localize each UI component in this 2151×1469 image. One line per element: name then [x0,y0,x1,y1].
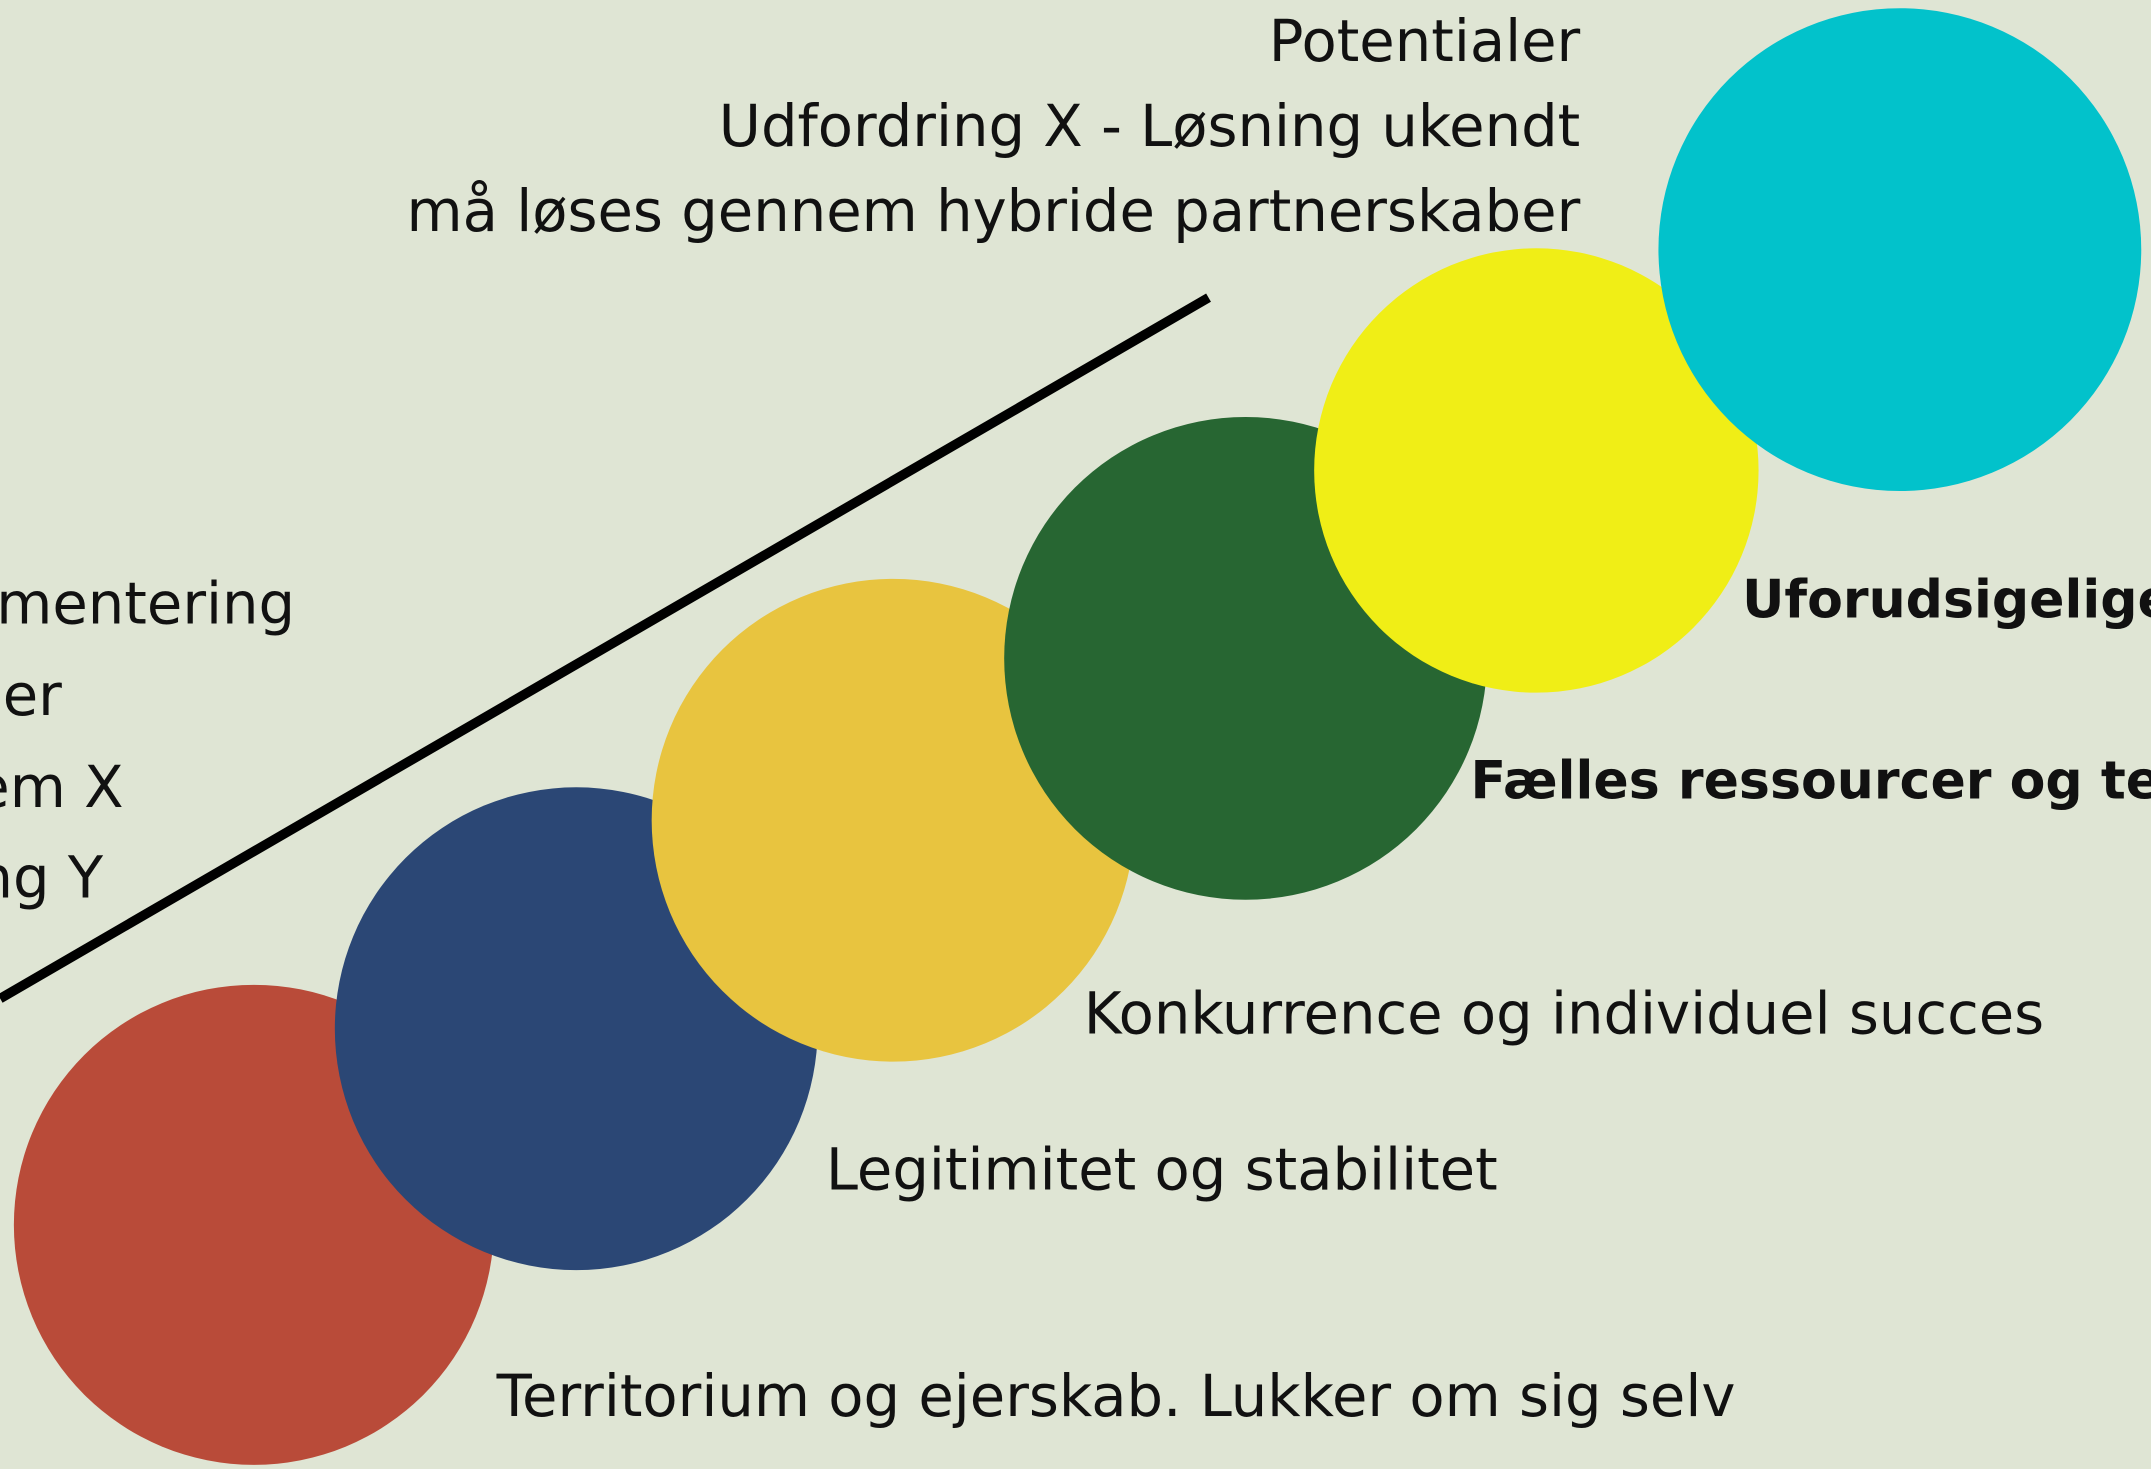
heading-line: Potentialer [1269,8,1581,75]
level-label: Territorium og ejerskab. Lukker om sig s… [496,1363,1736,1430]
left-line: ng Y [0,845,104,912]
left-line: mentering [0,570,295,637]
circle-yellow [1314,248,1759,693]
heading-line: Udfordring X - Løsning ukendt [719,93,1580,160]
heading-line: må løses gennem hybride partnerskaber [407,178,1581,245]
level-label: Uforudsigelige [1742,571,2151,631]
left-line: er [3,662,62,729]
level-label: Konkurrence og individuel succes [1084,980,2044,1047]
trend-line [0,293,1211,1003]
level-label: Legitimitet og stabilitet [826,1137,1498,1204]
left-line: em X [0,754,124,821]
level-label: Fælles ressourcer og tea [1471,752,2151,812]
circle-cyan [1658,8,2142,492]
